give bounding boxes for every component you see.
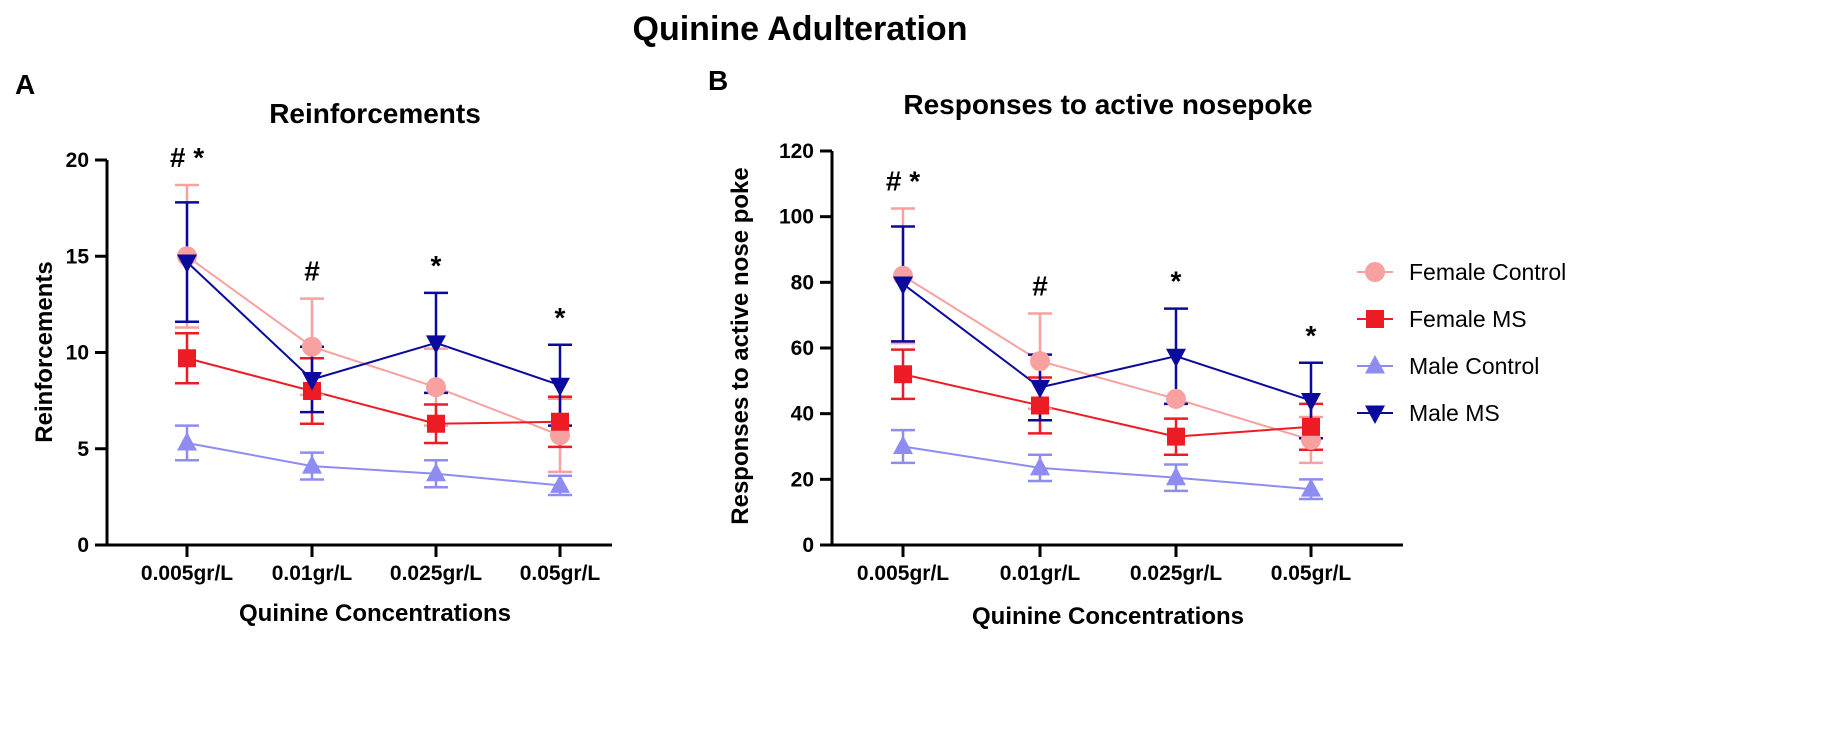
data-point-female-ms (1302, 417, 1320, 436)
y-tick-label: 60 (791, 337, 814, 360)
data-point-female-control (1166, 388, 1186, 409)
y-tick-label: 10 (66, 342, 89, 365)
data-point-male-control (1301, 478, 1321, 497)
data-point-male-ms (302, 371, 322, 391)
legend-marker-male-ms (1365, 405, 1385, 424)
series-line-male-control (902, 445, 1312, 491)
x-tick-label: 0.025gr/L (1130, 562, 1222, 585)
y-tick-label: 0 (77, 534, 89, 557)
series-line-female-control (186, 255, 561, 437)
data-point-male-control (550, 474, 570, 493)
data-point-male-ms (177, 254, 197, 274)
legend-label: Female MS (1409, 306, 1527, 332)
legend-marker-female-ms (1366, 310, 1384, 328)
legend-item: Female Control (1357, 259, 1566, 285)
chart-title-a: Reinforcements (269, 98, 481, 129)
data-point-female-ms (427, 414, 445, 433)
legend-label: Male MS (1409, 400, 1500, 426)
data-point-female-ms (303, 382, 321, 400)
series-line-male-ms (186, 261, 561, 387)
data-point-female-ms (551, 412, 569, 431)
data-point-male-ms (1301, 393, 1321, 412)
x-tick-label: 0.05gr/L (520, 562, 601, 585)
data-point-male-control (1030, 456, 1050, 476)
x-axis-label-b: Quinine Concentrations (972, 603, 1244, 630)
legend-label: Female Control (1409, 259, 1566, 285)
legend-label: Male Control (1409, 353, 1539, 379)
data-point-female-ms (178, 349, 196, 368)
data-point-male-ms (893, 276, 913, 295)
data-point-male-control (302, 455, 322, 474)
data-point-male-control (1166, 466, 1186, 486)
significance-marker: # * (886, 165, 920, 196)
y-tick-label: 20 (791, 468, 814, 491)
x-tick-label: 0.01gr/L (1000, 562, 1081, 585)
significance-marker: * (555, 302, 566, 333)
y-tick-label: 100 (779, 206, 814, 229)
y-axis-label-a: Reinforcements (31, 261, 58, 442)
y-tick-label: 80 (791, 271, 814, 294)
figure-title: Quinine Adulteration (633, 10, 968, 48)
legend-item: Female MS (1357, 306, 1527, 332)
x-tick-label: 0.01gr/L (272, 562, 353, 585)
significance-marker: # (1032, 271, 1048, 302)
y-tick-label: 15 (66, 245, 90, 268)
panel-a: A Reinforcements 0 5 10 15 20 0.005gr/L 0.01gr… (15, 69, 612, 627)
significance-marker: # (304, 256, 320, 287)
series-line-female-ms (902, 373, 1312, 438)
data-point-female-ms (894, 365, 912, 384)
x-axis-label-a: Quinine Concentrations (239, 600, 511, 627)
series-line-male-control (186, 441, 561, 487)
data-point-male-control (893, 435, 913, 454)
legend-item: Male Control (1357, 353, 1539, 379)
significance-marker: * (431, 250, 442, 281)
y-tick-label: 5 (77, 438, 89, 461)
data-point-male-control (426, 462, 446, 482)
series-line-female-control (902, 274, 1312, 441)
series-line-female-ms (186, 357, 561, 425)
legend-marker-male-control (1365, 355, 1385, 374)
legend: Female Control Female MS Male Control Male … (1357, 259, 1566, 426)
data-point-female-control (302, 336, 322, 357)
legend-marker-female-control (1365, 262, 1385, 282)
panel-label-b: B (708, 65, 728, 96)
y-tick-label: 0 (802, 534, 814, 557)
legend-item: Male MS (1357, 400, 1500, 426)
data-point-male-control (177, 431, 197, 451)
data-point-female-control (426, 377, 446, 398)
x-tick-label: 0.05gr/L (1271, 562, 1352, 585)
data-point-male-ms (550, 377, 570, 397)
data-point-female-ms (1031, 396, 1049, 415)
y-tick-label: 120 (779, 140, 814, 163)
data-point-male-ms (1030, 379, 1050, 399)
significance-marker: * (1171, 266, 1182, 297)
y-tick-label: 40 (791, 403, 814, 426)
x-tick-label: 0.005gr/L (857, 562, 949, 585)
y-tick-label: 20 (66, 149, 89, 172)
data-point-male-ms (426, 335, 446, 354)
y-axis-label-b: Responses to active nose poke (727, 167, 754, 524)
x-tick-label: 0.005gr/L (141, 562, 233, 585)
x-tick-label: 0.025gr/L (390, 562, 482, 585)
panel-label-a: A (15, 69, 35, 100)
panel-b: B Responses to active nosepoke 0 20 40 60 80… (708, 65, 1403, 630)
significance-marker: * (1306, 320, 1317, 351)
data-point-female-ms (1167, 427, 1185, 446)
data-point-male-ms (1166, 348, 1186, 368)
chart-title-b: Responses to active nosepoke (903, 89, 1312, 120)
significance-marker: # * (170, 142, 204, 173)
data-point-female-control (1030, 351, 1050, 372)
series-line-male-ms (902, 283, 1312, 402)
